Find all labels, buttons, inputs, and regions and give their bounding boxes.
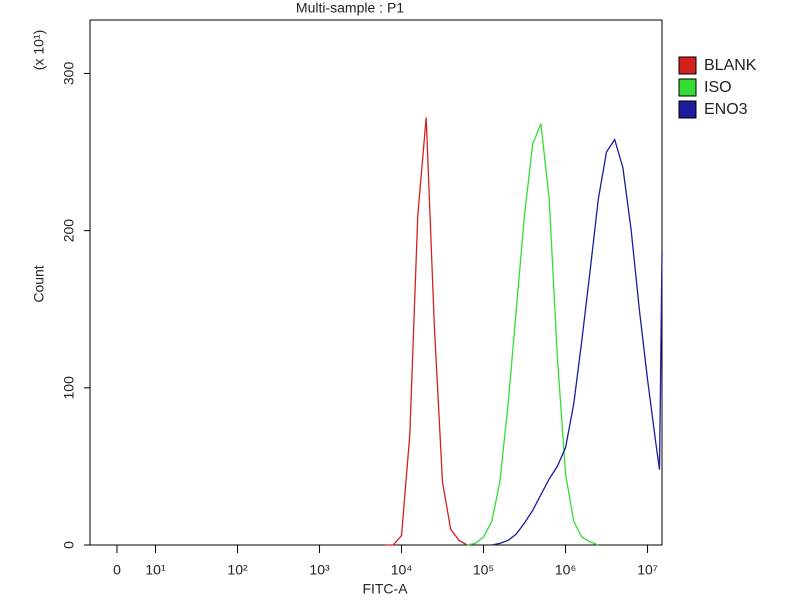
- chart-title: Multi-sample : P1: [296, 0, 404, 16]
- legend-label: BLANK: [704, 57, 757, 74]
- x-tick-label: 0: [113, 562, 121, 578]
- y-tick-label: 300: [61, 62, 77, 86]
- series-line: [466, 123, 599, 546]
- y-multiplier: (x 10¹): [31, 30, 47, 70]
- x-tick-label: 10⁶: [555, 562, 576, 578]
- legend-label: ISO: [704, 79, 732, 96]
- x-tick-label: 10³: [309, 562, 330, 578]
- series-line: [385, 117, 468, 546]
- series-line: [491, 137, 663, 546]
- x-tick-label: 10⁷: [637, 562, 658, 578]
- legend-label: ENO3: [704, 101, 748, 118]
- x-axis-label: FITC-A: [362, 581, 408, 597]
- y-tick-label: 0: [61, 541, 77, 549]
- x-tick-label: 10⁴: [391, 562, 413, 578]
- plot-frame: [89, 19, 663, 546]
- x-tick-label: 10²: [227, 562, 248, 578]
- legend-swatch: [678, 78, 697, 97]
- y-axis-label: Count: [31, 265, 47, 302]
- y-tick-label: 100: [61, 376, 77, 400]
- legend-swatch: [678, 100, 697, 119]
- x-tick-label: 10⁵: [473, 562, 494, 578]
- legend-swatch: [678, 56, 697, 75]
- y-tick-label: 200: [61, 219, 77, 243]
- x-tick-label: 10¹: [145, 562, 166, 578]
